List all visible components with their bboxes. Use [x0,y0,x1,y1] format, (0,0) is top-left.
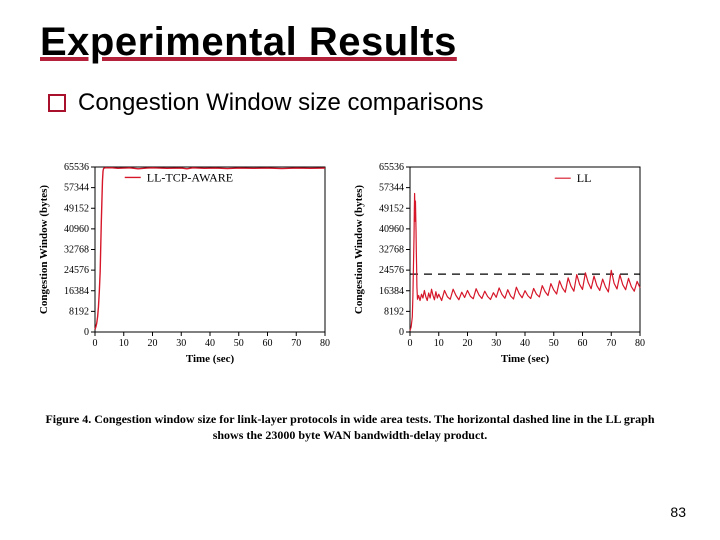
svg-text:60: 60 [578,338,588,349]
svg-text:20: 20 [463,338,473,349]
svg-text:70: 70 [291,338,301,349]
svg-text:40960: 40960 [379,224,404,235]
bullet-item: Congestion Window size comparisons [48,89,680,117]
svg-text:70: 70 [606,338,616,349]
bullet-text: Congestion Window size comparisons [78,89,484,117]
svg-text:16384: 16384 [64,286,89,297]
svg-text:LL-TCP-AWARE: LL-TCP-AWARE [147,170,233,184]
charts-svg: 0 8192 16384 24576 32768 40960 49152 57344 65536… [30,147,670,407]
svg-text:80: 80 [635,338,645,349]
svg-text:LL: LL [577,171,592,185]
svg-text:65536: 65536 [379,162,404,173]
svg-text:0: 0 [399,327,404,338]
svg-text:32768: 32768 [64,245,89,256]
svg-text:Congestion Window (bytes): Congestion Window (bytes) [38,185,50,315]
svg-text:60: 60 [263,338,273,349]
svg-text:8192: 8192 [69,306,89,317]
svg-text:10: 10 [434,338,444,349]
svg-text:0: 0 [408,338,413,349]
svg-text:24576: 24576 [379,265,404,276]
svg-text:50: 50 [234,338,244,349]
bullet-marker-icon [48,94,66,112]
caption-line-2: shows the 23000 byte WAN bandwidth-delay… [213,428,488,442]
page-number: 83 [670,504,686,520]
svg-text:10: 10 [119,338,129,349]
caption-line-1: Figure 4. Congestion window size for lin… [45,412,654,426]
svg-text:50: 50 [549,338,559,349]
svg-text:16384: 16384 [379,286,404,297]
svg-text:Time (sec): Time (sec) [186,353,235,365]
svg-text:49152: 49152 [64,203,89,214]
figure-panel: 0 8192 16384 24576 32768 40960 49152 57344 65536… [30,147,670,407]
svg-text:0: 0 [84,327,89,338]
svg-text:80: 80 [320,338,330,349]
svg-text:65536: 65536 [64,162,89,173]
svg-text:8192: 8192 [384,306,404,317]
slide: Experimental Results Congestion Window s… [0,0,720,540]
svg-text:0: 0 [93,338,98,349]
svg-text:57344: 57344 [379,183,404,194]
svg-text:24576: 24576 [64,265,89,276]
svg-text:20: 20 [148,338,158,349]
svg-text:40: 40 [520,338,530,349]
svg-text:40: 40 [205,338,215,349]
svg-text:30: 30 [176,338,186,349]
svg-text:32768: 32768 [379,245,404,256]
figure-caption: Figure 4. Congestion window size for lin… [30,411,670,443]
svg-text:Time (sec): Time (sec) [501,353,550,365]
svg-text:40960: 40960 [64,224,89,235]
svg-text:57344: 57344 [64,183,89,194]
svg-text:49152: 49152 [379,203,404,214]
svg-text:30: 30 [491,338,501,349]
slide-title: Experimental Results [40,20,680,65]
svg-text:Congestion Window (bytes): Congestion Window (bytes) [353,185,365,315]
